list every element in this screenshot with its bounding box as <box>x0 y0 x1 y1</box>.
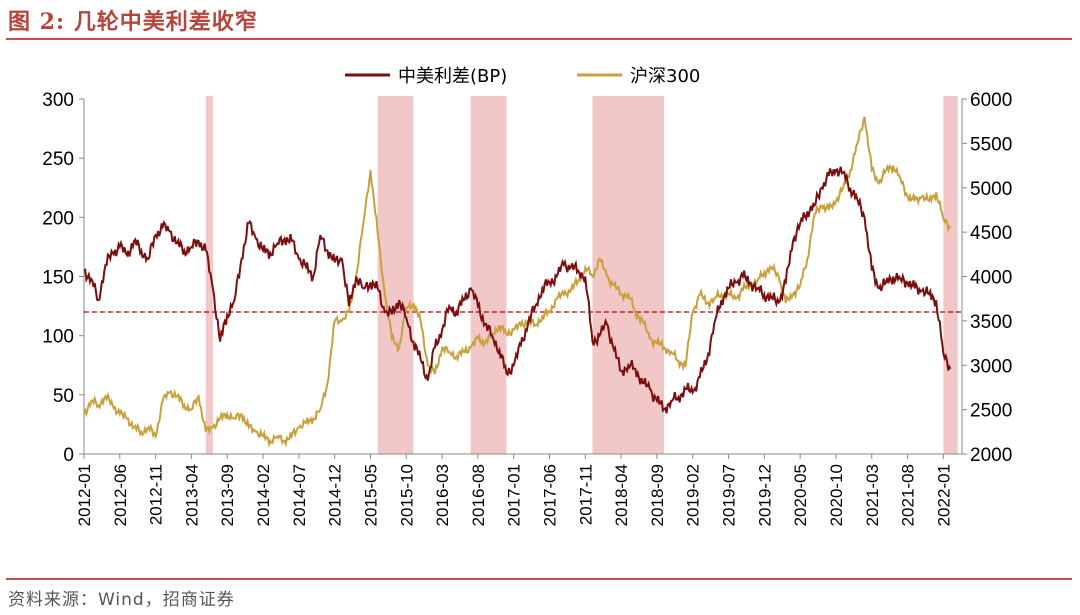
x-tick-label: 2017-06 <box>540 464 559 526</box>
x-tick-label: 2018-04 <box>612 464 631 526</box>
y-left-tick-label: 150 <box>42 268 74 289</box>
y-right-tick-label: 2500 <box>970 401 1012 422</box>
y-left-tick-label: 50 <box>53 386 74 407</box>
chart: 0 50 100 150 200 250 300 2000 2500 3000 3500 4000 45… <box>42 66 1012 526</box>
y-right-tick-label: 4000 <box>970 268 1012 289</box>
y-left-tick-label: 200 <box>42 208 74 229</box>
series-lines <box>83 116 952 449</box>
y-left-tick-label: 0 <box>63 445 74 466</box>
x-tick-label: 2021-03 <box>863 464 882 526</box>
figure-title: 图 2: 几轮中美利差收窄 <box>8 9 258 35</box>
x-tick-label: 2013-04 <box>182 464 201 526</box>
y-right-tick-label: 6000 <box>970 90 1012 111</box>
y-left-tick-label: 250 <box>42 149 74 170</box>
x-tick-label: 2012-01 <box>75 464 94 526</box>
x-tick-label: 2019-07 <box>720 464 739 526</box>
source-note: 资料来源：Wind，招商证券 <box>8 590 235 610</box>
x-tick-label: 2014-12 <box>326 464 345 526</box>
x-tick-label: 2020-05 <box>791 464 810 526</box>
shaded-period-1 <box>205 96 213 454</box>
shaded-period-2 <box>377 96 414 454</box>
x-tick-label: 2012-06 <box>111 464 130 526</box>
x-tick-label: 2015-10 <box>397 464 416 526</box>
y-right-tick-label: 3000 <box>970 356 1012 377</box>
x-tick-label: 2015-05 <box>361 464 380 526</box>
shaded-period-5 <box>943 96 958 454</box>
x-tick-label: 2022-01 <box>934 464 953 526</box>
series-spread-line <box>83 166 952 414</box>
y-left-tick-label: 300 <box>42 90 74 111</box>
bottom-rule <box>6 578 1072 580</box>
x-tick-label: 2019-12 <box>755 464 774 526</box>
x-tick-label: 2013-09 <box>218 464 237 526</box>
x-tick-label: 2021-08 <box>899 464 918 526</box>
x-tick-label: 2014-02 <box>254 464 273 526</box>
x-tick-label: 2016-08 <box>469 464 488 526</box>
y-right-tick-label: 5000 <box>970 179 1012 200</box>
y-right-tick-label: 5500 <box>970 134 1012 155</box>
y-right-tick-label: 2000 <box>970 445 1012 466</box>
x-tick-label: 2019-02 <box>684 464 703 526</box>
top-rule <box>6 38 1072 40</box>
shaded-period-3 <box>470 96 507 454</box>
x-tick-label: 2017-11 <box>576 464 595 525</box>
x-tick-label: 2017-01 <box>505 464 524 526</box>
x-tick-label: 2014-07 <box>290 464 309 526</box>
legend: 中美利差(BP) 沪深300 <box>345 66 700 87</box>
axes: 0 50 100 150 200 250 300 2000 2500 3000 3500 4000 45… <box>42 90 1012 526</box>
legend-label-spread: 中美利差(BP) <box>398 66 507 87</box>
series-csi300-line <box>83 116 952 449</box>
y-right-tick-label: 3500 <box>970 312 1012 333</box>
x-tick-label: 2012-11 <box>147 464 166 525</box>
x-tick-label: 2018-09 <box>648 464 667 526</box>
x-tick-label: 2016-03 <box>433 464 452 526</box>
x-tick-label: 2020-10 <box>827 464 846 526</box>
legend-label-csi300: 沪深300 <box>630 66 700 87</box>
y-left-tick-label: 100 <box>42 327 74 348</box>
y-right-tick-label: 4500 <box>970 223 1012 244</box>
